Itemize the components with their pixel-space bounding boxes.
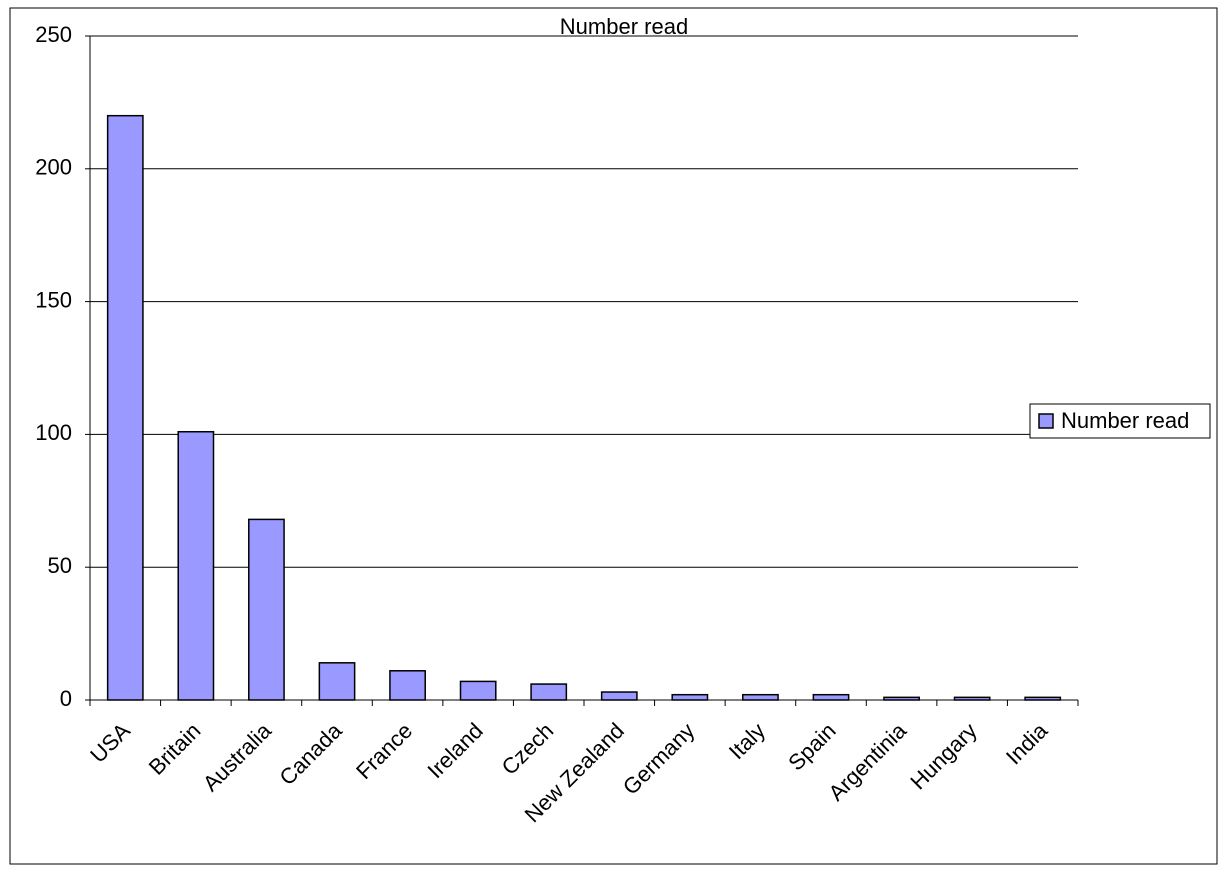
bar [742,693,779,701]
bar [389,670,426,701]
bar [671,693,709,701]
bar [1024,696,1062,701]
y-tick-label: 250 [35,22,72,47]
y-tick-label: 100 [35,420,72,445]
legend-label: Number read [1061,408,1189,433]
chart-title: Number read [560,14,688,39]
bar [459,680,497,701]
y-tick-label: 50 [48,553,72,578]
y-tick-label: 200 [35,155,72,180]
bar [318,662,356,701]
bar [248,518,285,701]
bar [883,696,920,701]
bar [600,691,638,701]
bar [530,683,568,701]
bar [953,696,991,701]
bar [106,114,144,701]
y-tick-label: 0 [60,686,72,711]
y-tick-label: 150 [35,287,72,312]
legend-swatch [1038,413,1054,429]
bar [177,430,215,701]
legend-box [1029,403,1211,439]
bar [812,693,850,701]
